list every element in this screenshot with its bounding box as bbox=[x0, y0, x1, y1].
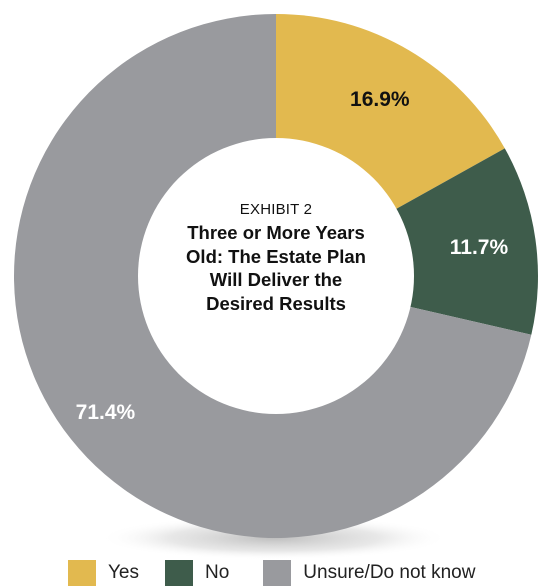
legend-item-no: No bbox=[165, 560, 229, 586]
legend-label-no: No bbox=[205, 562, 230, 583]
legend-label-yes: Yes bbox=[108, 562, 139, 583]
legend-swatch-no bbox=[165, 560, 193, 586]
donut-hole bbox=[138, 138, 414, 414]
chart-title-line-3: Will Deliver the bbox=[209, 269, 343, 290]
exhibit-label: EXHIBIT 2 bbox=[239, 201, 313, 218]
legend-swatch-unsure bbox=[263, 560, 292, 586]
chart-title-line-2: Old: The Estate Plan bbox=[186, 245, 366, 267]
chart-title-block: EXHIBIT 2 Three or More Years Old: The E… bbox=[154, 200, 398, 315]
legend-label-unsure: Unsure/Do not know bbox=[303, 562, 476, 583]
value-label-yes: 16.9% bbox=[350, 88, 410, 111]
chart-title-line-4: Desired Results bbox=[206, 292, 346, 314]
value-label-unsure: 71.4% bbox=[76, 401, 136, 424]
donut-shadow bbox=[99, 516, 449, 560]
legend-item-unsure: Unsure/Do not know bbox=[263, 560, 475, 586]
chart-title: Three or More Years Old: The Estate Plan… bbox=[154, 221, 398, 315]
chart-legend: Yes No Unsure/Do not know bbox=[68, 560, 491, 586]
legend-swatch-yes bbox=[68, 560, 96, 586]
legend-item-yes: Yes bbox=[68, 560, 139, 586]
value-label-no: 11.7% bbox=[450, 236, 509, 259]
chart-title-line-1: Three or More Years bbox=[187, 222, 365, 243]
